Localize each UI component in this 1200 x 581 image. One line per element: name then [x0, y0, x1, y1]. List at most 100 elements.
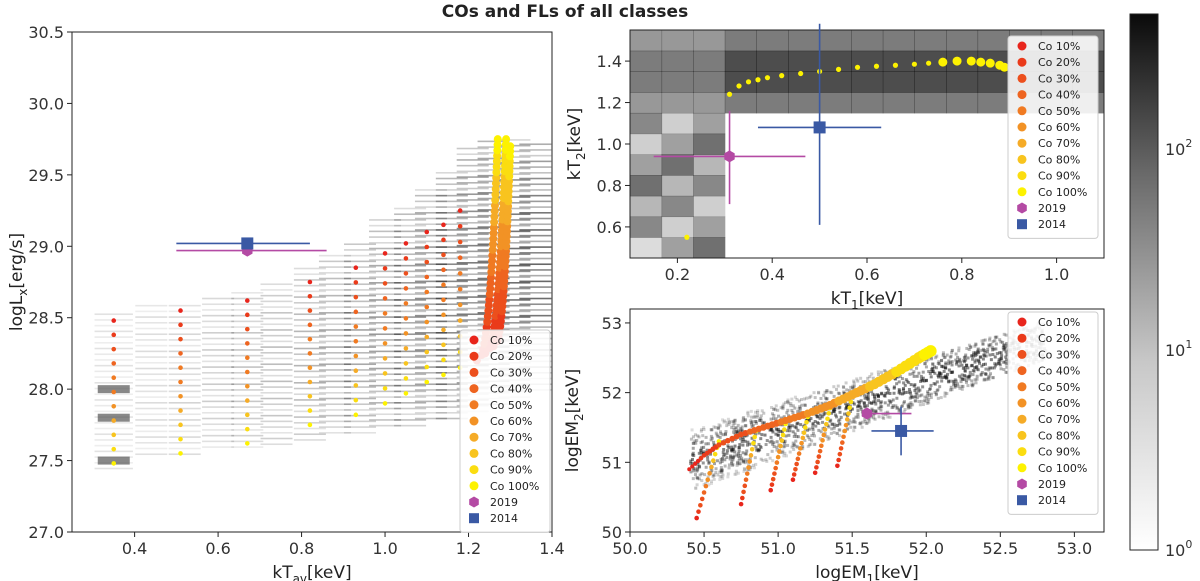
histogram-stripe — [394, 402, 427, 404]
co-model-point — [403, 301, 409, 306]
histogram-cell — [726, 475, 730, 479]
histogram-cell — [741, 443, 745, 447]
histogram-cell — [893, 377, 897, 381]
histogram-stripe — [318, 380, 351, 383]
histogram-cell — [801, 447, 805, 451]
histogram-cell — [721, 418, 725, 422]
histogram-stripe — [260, 380, 293, 383]
histogram-stripe — [293, 319, 326, 321]
co-model-point — [424, 289, 430, 295]
histogram-cell — [859, 422, 863, 426]
histogram-cell — [729, 455, 733, 459]
histogram-stripe — [344, 386, 376, 388]
histogram-stripe — [435, 229, 468, 231]
histogram-cell — [871, 409, 875, 413]
histogram-cell — [834, 413, 838, 417]
histogram-cell — [967, 375, 971, 379]
x-tick-label: 50.5 — [686, 539, 722, 558]
co-model-point — [457, 239, 463, 245]
histogram-cell — [721, 433, 725, 437]
histogram-cell — [746, 411, 750, 415]
histogram-cell — [816, 415, 820, 419]
co-model-point — [382, 251, 388, 256]
histogram-stripe — [369, 419, 402, 421]
histogram-cell — [719, 430, 723, 434]
histogram-cell — [964, 378, 968, 382]
histogram-cell — [914, 399, 918, 403]
histogram-cell — [982, 353, 986, 357]
histogram-cell — [909, 383, 913, 387]
histogram-cell — [866, 376, 870, 380]
histogram-cell — [781, 430, 785, 434]
histogram-cell — [788, 30, 821, 52]
histogram-stripe — [414, 274, 447, 277]
histogram-cell — [981, 362, 985, 366]
histogram-layer — [630, 30, 1104, 258]
histogram-cell — [976, 350, 980, 354]
histogram-cell — [756, 410, 760, 414]
histogram-stripe — [498, 282, 531, 284]
co-model-point — [403, 391, 409, 396]
histogram-cell — [972, 354, 976, 358]
histogram-stripe — [435, 200, 468, 203]
histogram-stripe — [414, 280, 447, 283]
histogram-stripe — [414, 372, 447, 374]
histogram-cell — [729, 454, 733, 458]
histogram-cell — [974, 342, 978, 346]
histogram-cell — [863, 404, 867, 408]
histogram-cell — [781, 405, 785, 409]
histogram-stripe — [135, 424, 168, 427]
co-model-point — [424, 349, 430, 355]
histogram-stripe — [318, 352, 351, 354]
histogram-stripe — [394, 264, 427, 267]
histogram-cell — [714, 470, 718, 474]
histogram-cell — [832, 430, 836, 434]
histogram-cell — [803, 403, 807, 407]
histogram-stripe — [202, 423, 235, 426]
histogram-cell — [979, 372, 983, 376]
co-model-point — [720, 440, 727, 446]
histogram-cell — [828, 419, 832, 423]
histogram-cell — [936, 362, 940, 366]
histogram-cell — [912, 370, 916, 374]
histogram-cell — [825, 397, 829, 401]
histogram-stripe — [168, 310, 201, 313]
histogram-cell — [792, 434, 796, 438]
histogram-stripe — [435, 343, 468, 346]
co-model-point — [817, 448, 823, 454]
co-model-point — [382, 296, 388, 301]
histogram-stripe — [135, 396, 168, 398]
histogram-cell — [759, 437, 763, 441]
histogram-cell — [883, 394, 887, 398]
histogram-stripe — [344, 414, 376, 417]
histogram-cell — [886, 391, 890, 395]
histogram-cell — [966, 366, 970, 370]
histogram-cell — [734, 469, 738, 473]
histogram-cell — [784, 454, 788, 458]
histogram-stripe — [344, 329, 376, 331]
histogram-stripe — [344, 397, 376, 400]
histogram-stripe — [318, 363, 351, 366]
histogram-cell — [944, 361, 948, 365]
histogram-stripe — [344, 243, 376, 246]
histogram-cell — [819, 71, 852, 93]
histogram-cell — [835, 431, 839, 435]
histogram-cell — [867, 418, 871, 422]
histogram-cell — [846, 427, 850, 431]
histogram-cell — [909, 367, 913, 371]
histogram-stripe — [456, 319, 489, 321]
histogram-cell — [866, 395, 870, 399]
histogram-cell — [807, 435, 811, 439]
histogram-cell — [735, 453, 739, 457]
co-model-point — [748, 453, 754, 458]
histogram-cell — [739, 429, 743, 433]
histogram-stripe — [135, 413, 168, 416]
histogram-stripe — [435, 394, 468, 397]
histogram-stripe — [369, 276, 402, 278]
histogram-cell — [918, 403, 922, 407]
histogram-stripe — [369, 396, 402, 398]
histogram-cell — [976, 348, 980, 352]
histogram-cell — [964, 380, 968, 384]
histogram-cell — [1002, 368, 1006, 372]
histogram-cell — [987, 344, 991, 348]
